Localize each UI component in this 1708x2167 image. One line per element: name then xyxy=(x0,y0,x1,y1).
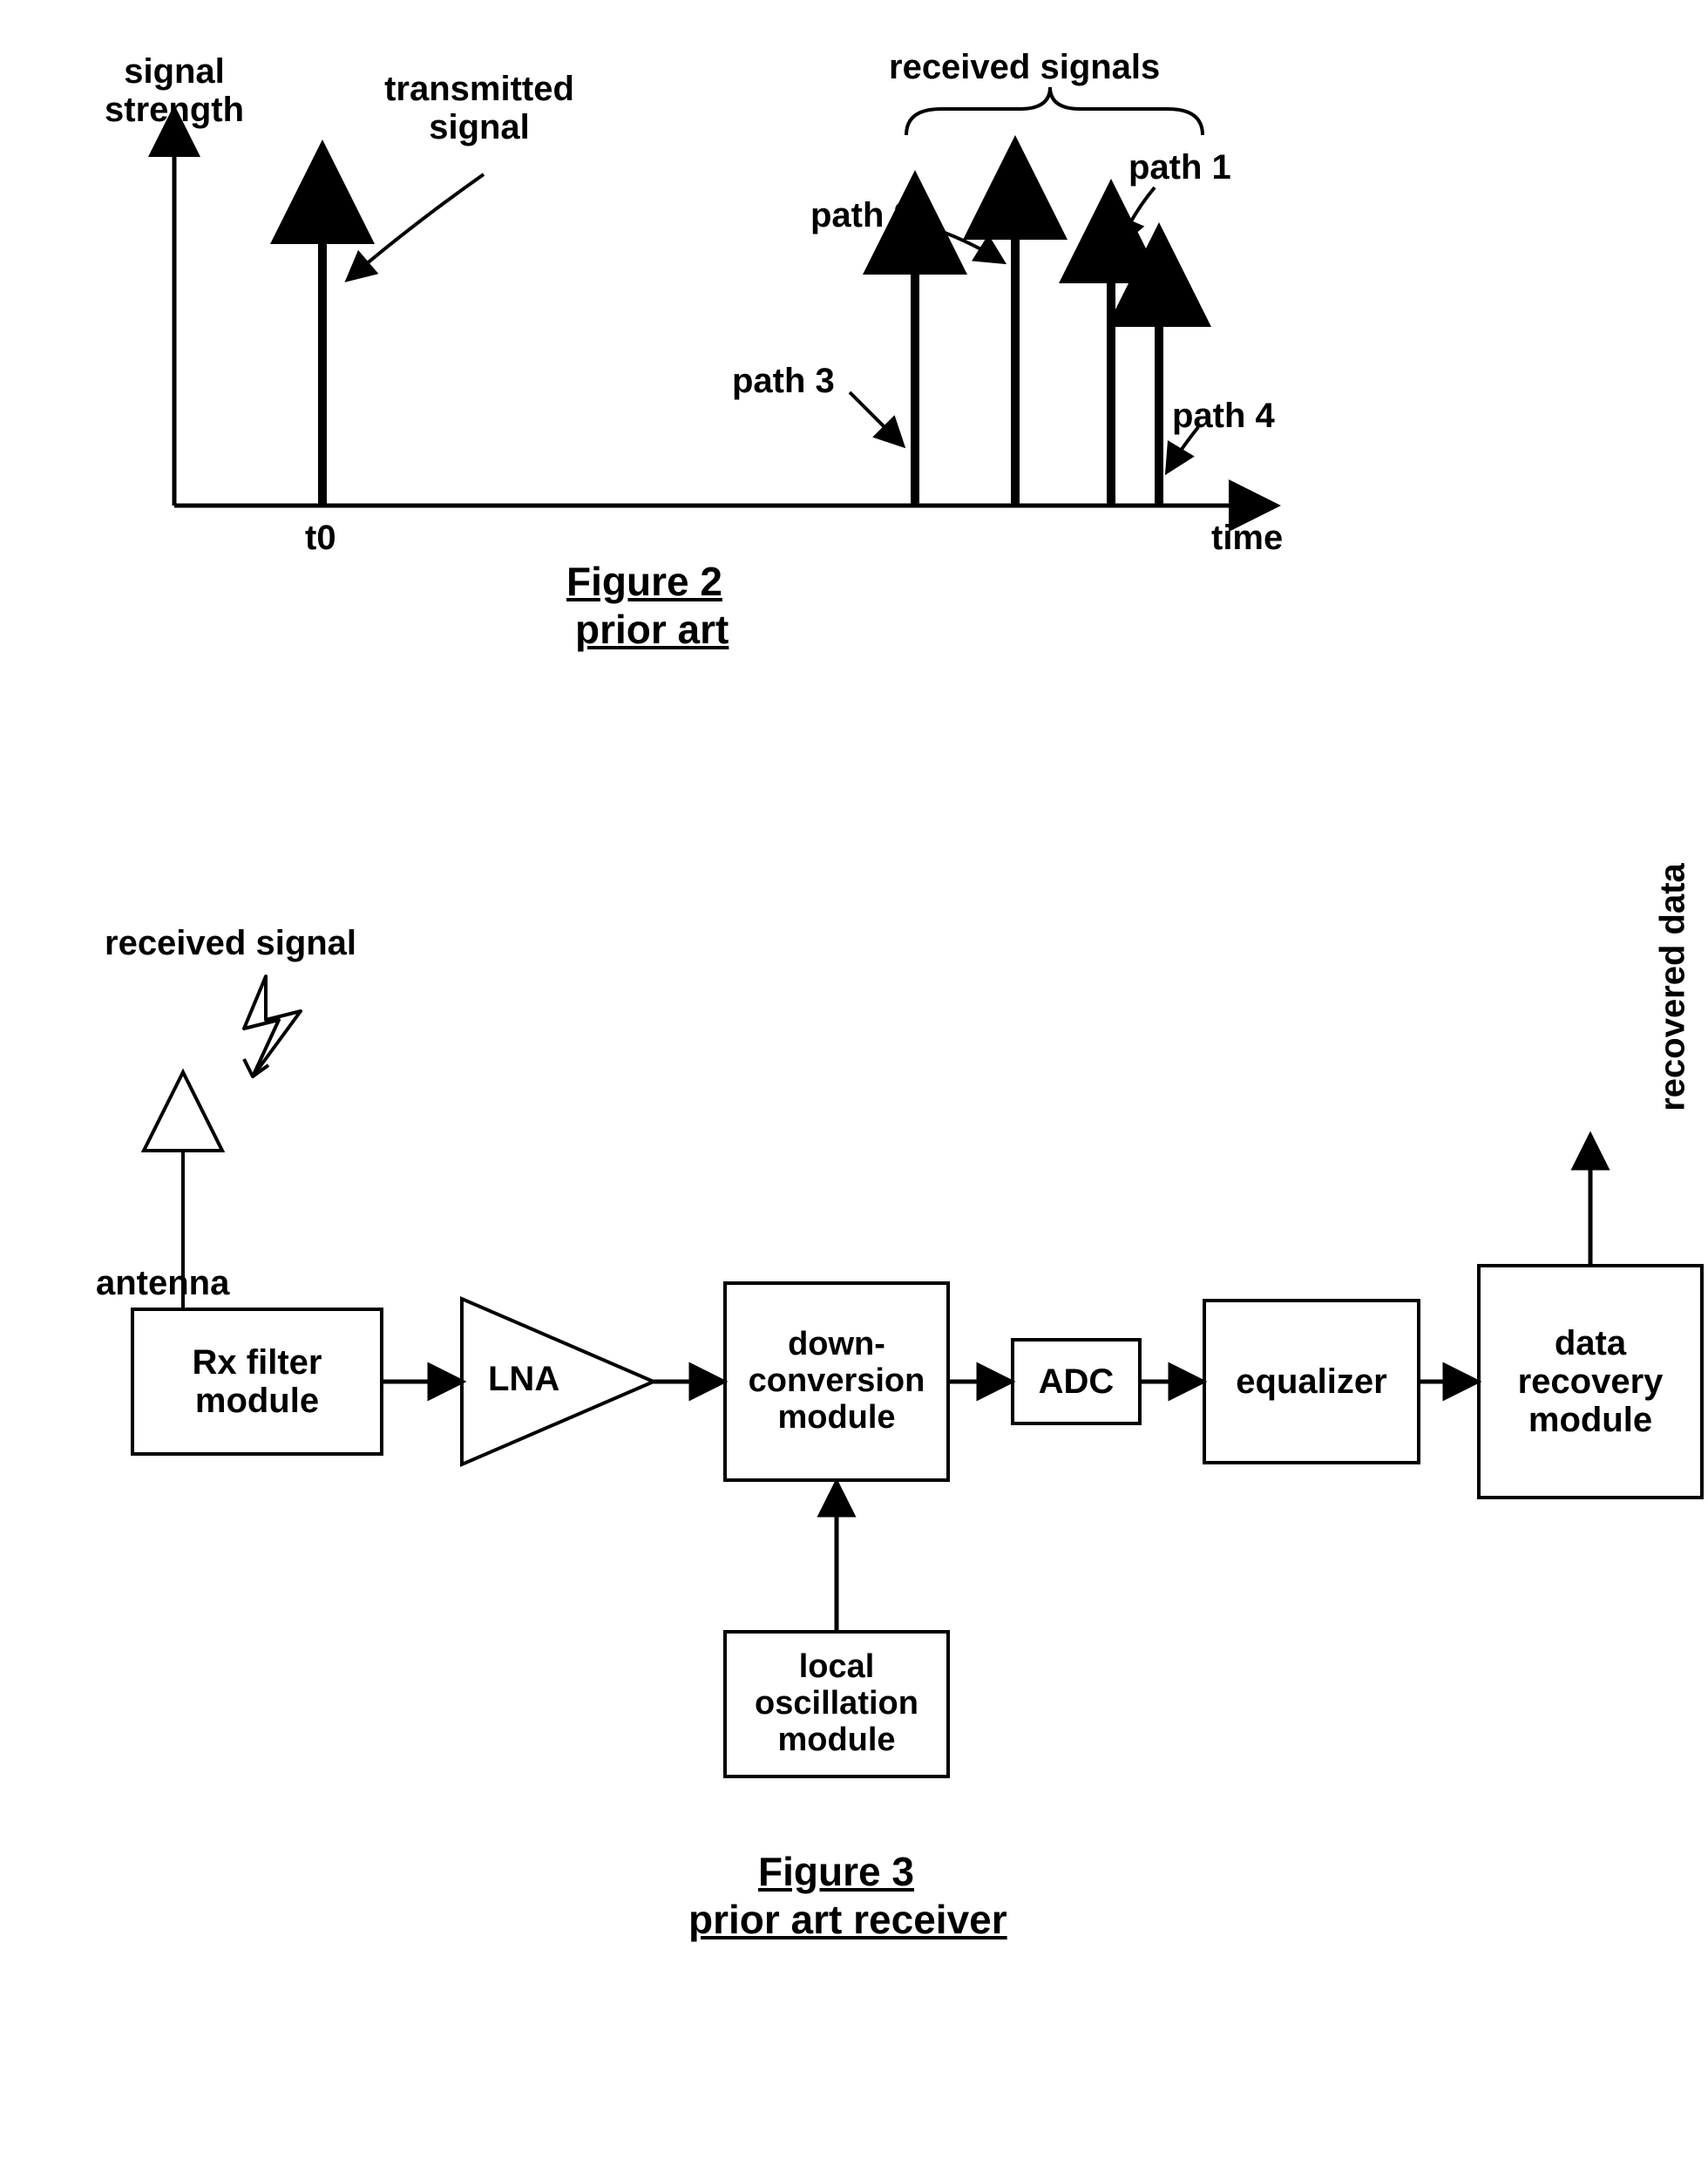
fig3-adc-block: ADC xyxy=(1011,1338,1142,1425)
fig2-caption-2: prior art xyxy=(575,606,729,653)
svg-overlay xyxy=(0,0,1708,2167)
fig3-equalizer-block: equalizer xyxy=(1203,1299,1420,1464)
fig2-path3-lead xyxy=(850,392,902,445)
fig3-caption-1: Figure 3 xyxy=(758,1848,914,1895)
fig2-t0-label: t0 xyxy=(305,519,336,558)
fig3-caption-2: prior art receiver xyxy=(688,1896,1007,1943)
fig2-y-axis-label: signal strength xyxy=(96,52,253,129)
fig2-path1-label: path 1 xyxy=(1128,148,1231,187)
fig2-received-brace xyxy=(906,87,1203,135)
fig3-local-osc-block: local oscillation module xyxy=(723,1630,950,1778)
fig3-antenna-icon xyxy=(144,1072,222,1151)
fig3-received-signal-label: received signal xyxy=(105,924,356,963)
fig3-recovered-data-label: recovered data xyxy=(1654,848,1693,1127)
fig2-path3-label: path 3 xyxy=(732,362,835,401)
fig3-down-conversion-block: down- conversion module xyxy=(723,1281,950,1482)
fig2-path1-lead xyxy=(1120,187,1155,244)
fig3-lightning-icon xyxy=(244,976,301,1077)
fig2-caption-1: Figure 2 xyxy=(566,558,722,605)
fig2-path4-label: path 4 xyxy=(1172,397,1275,436)
fig2-received-signals-label: received signals xyxy=(889,48,1160,87)
fig2-transmitted-lead xyxy=(349,174,484,279)
fig3-lna-label: LNA xyxy=(488,1360,559,1399)
fig2-path2-label: path 2 xyxy=(810,196,913,235)
fig3-data-recovery-block: data recovery module xyxy=(1477,1264,1704,1499)
fig2-transmitted-label: transmitted signal xyxy=(375,70,584,146)
fig2-x-axis-label: time xyxy=(1211,519,1283,558)
fig2-path2-lead xyxy=(928,227,1002,262)
fig3-rx-filter-block: Rx filter module xyxy=(131,1308,383,1456)
canvas: signal strength transmitted signal recei… xyxy=(0,0,1708,2167)
fig3-antenna-label: antenna xyxy=(96,1264,229,1303)
